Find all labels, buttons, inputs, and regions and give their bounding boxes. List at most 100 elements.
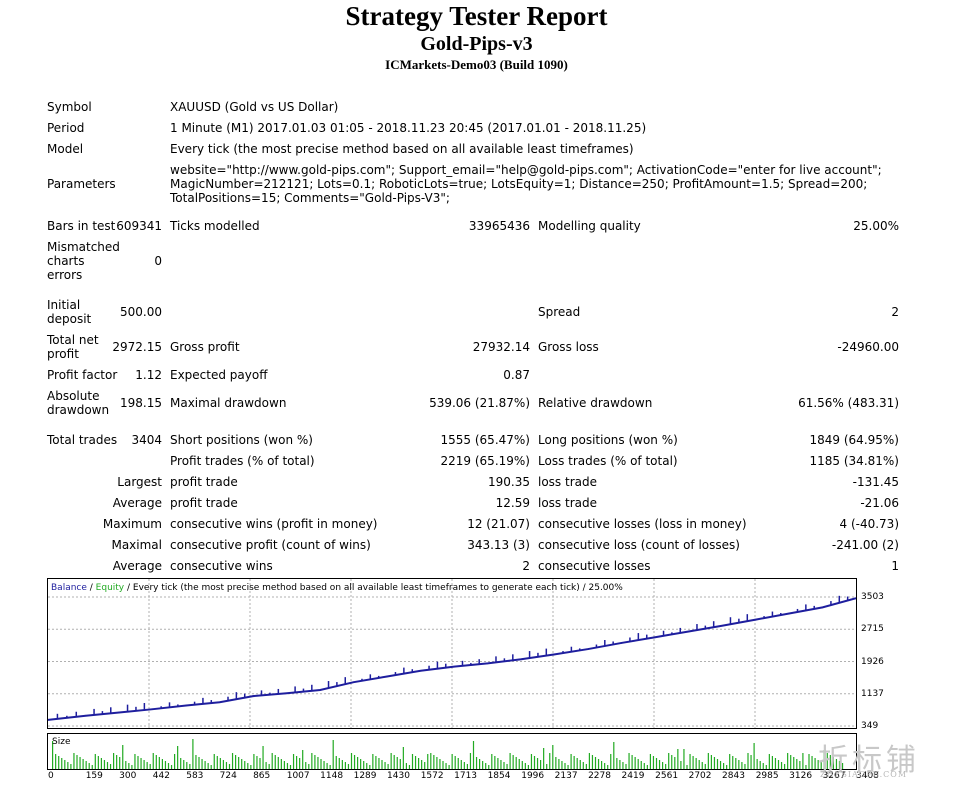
grossloss-label: Gross loss (538, 340, 599, 354)
size-bar (680, 761, 682, 769)
size-bar (210, 765, 212, 769)
size-bar (710, 755, 712, 769)
size-bar (500, 760, 502, 769)
size-bar (375, 756, 377, 769)
size-bar (485, 763, 487, 769)
size-bar (201, 759, 203, 769)
x-tick-label: 1572 (420, 771, 444, 781)
size-bar (729, 754, 731, 769)
size-bar (189, 764, 191, 769)
x-tick-label: 2985 (755, 771, 779, 781)
ea-name: Gold-Pips-v3 (420, 33, 533, 55)
balance-chart-svg (47, 579, 857, 728)
size-bar (503, 762, 505, 769)
size-bar (784, 764, 786, 769)
size-bar (338, 758, 340, 769)
avg-wins-value: 2 (522, 559, 530, 573)
size-bar (393, 755, 395, 769)
size-bar (70, 764, 72, 769)
size-bar (454, 756, 456, 769)
size-bar (808, 754, 810, 769)
netprofit-value: 2972.15 (112, 340, 162, 354)
size-bar (271, 753, 273, 769)
size-bar (100, 758, 102, 769)
size-bar (305, 762, 307, 769)
size-bar (701, 762, 703, 769)
x-tick-label: 2137 (554, 771, 578, 781)
size-bar (363, 761, 365, 769)
legend-sep: / (86, 583, 96, 593)
size-bar (402, 747, 404, 769)
data-point-balance (185, 704, 188, 707)
size-bar (91, 765, 93, 769)
x-tick-label: 583 (186, 771, 204, 781)
size-bar (677, 749, 679, 769)
size-bar (350, 753, 353, 769)
size-bar (67, 762, 69, 769)
trades-value: 3404 (131, 433, 162, 447)
grossloss-value: -24960.00 (837, 340, 899, 354)
size-bar (719, 761, 722, 769)
size-bar (707, 753, 709, 769)
size-bar (155, 755, 157, 769)
y-tick-label: 1926 (861, 656, 884, 667)
size-bar (741, 762, 743, 769)
size-bar (671, 755, 673, 769)
deposit-value: 500.00 (120, 305, 162, 319)
size-bar (369, 765, 371, 769)
size-bar (430, 753, 432, 769)
x-tick-label: 2561 (655, 771, 679, 781)
data-point-balance (285, 692, 288, 695)
maxdd-value: 539.06 (21.87%) (429, 396, 530, 410)
data-point-balance (687, 630, 690, 633)
size-bar (308, 764, 310, 769)
size-bar (491, 754, 493, 769)
data-point-balance (788, 612, 790, 615)
size-bar (765, 765, 767, 769)
size-bar (292, 754, 295, 769)
x-tick-label: 159 (85, 771, 103, 781)
size-bar (353, 755, 356, 769)
size-bar (518, 759, 520, 769)
period-label: Period (47, 121, 85, 135)
size-bar (573, 756, 575, 769)
size-bar (613, 742, 615, 769)
size-bar (262, 746, 264, 769)
data-point-balance (520, 658, 523, 661)
avg-cons-label: Average (112, 559, 162, 573)
size-bar (567, 765, 569, 769)
x-tick-label: 724 (219, 771, 237, 781)
size-bar (838, 761, 841, 769)
maximal-label: Maximal (111, 538, 162, 552)
size-bar (52, 741, 54, 769)
size-bar (521, 761, 523, 769)
size-bar (289, 765, 292, 769)
size-bar (79, 757, 81, 769)
size-bar (832, 757, 834, 769)
size-bar (695, 758, 697, 769)
pf-value: 1.12 (135, 368, 162, 382)
size-bar (268, 764, 270, 769)
size-bar (713, 757, 716, 769)
size-bar (683, 749, 685, 769)
size-bar (137, 756, 139, 769)
size-bar (515, 757, 517, 769)
parameters-label: Parameters (47, 177, 116, 191)
size-bar (512, 755, 514, 769)
y-tick-label: 3503 (861, 592, 884, 602)
max-losses-label: consecutive losses (loss in money) (538, 517, 747, 531)
size-bar (97, 756, 99, 769)
size-bar (140, 758, 142, 769)
size-bar (451, 754, 453, 769)
size-bar (332, 740, 334, 769)
maximum-label: Maximum (102, 517, 162, 531)
size-bar (543, 748, 545, 769)
size-bar (439, 759, 441, 769)
size-bar (640, 761, 642, 769)
average-loss-value: -21.06 (860, 496, 899, 510)
size-bar (384, 762, 386, 769)
size-bar (591, 755, 594, 769)
size-bar (841, 763, 844, 769)
legend-rest: / Every tick (the most precise method ba… (124, 583, 623, 593)
size-bar (826, 753, 828, 769)
